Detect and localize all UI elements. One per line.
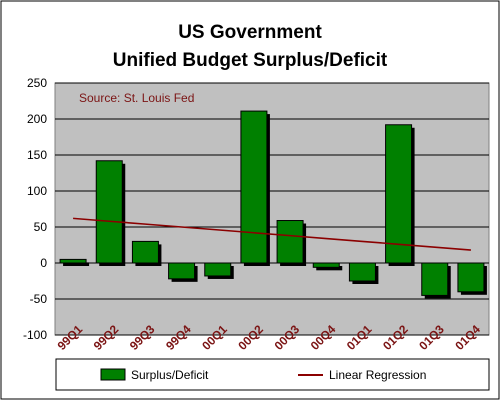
y-tick-label-4: 50	[34, 220, 48, 234]
chart-title-line-1: US Government	[178, 22, 322, 43]
y-tick-label-6: -50	[30, 292, 48, 306]
y-tick-label-7: -100	[23, 328, 47, 342]
bar-99Q2	[95, 160, 123, 264]
regression-line-group	[73, 217, 471, 251]
y-tick-label-3: 100	[27, 184, 47, 198]
y-tick-labels: 250 200 150 100 50 0 -50 -100	[23, 76, 47, 342]
bar-99Q3	[131, 240, 159, 264]
bar-01Q1	[348, 262, 376, 282]
y-tick-label-1: 200	[27, 112, 47, 126]
bar-00Q1	[204, 262, 232, 277]
y-tick-label-2: 150	[27, 148, 47, 162]
gridlines	[55, 82, 489, 336]
bar-01Q3	[421, 262, 449, 296]
y-tick-label-0: 250	[27, 76, 47, 90]
bars	[59, 110, 487, 299]
bar-00Q4	[312, 262, 340, 268]
bar-01Q2	[385, 124, 413, 264]
bar-shadow-00Q4	[316, 266, 343, 271]
chart-title-line-2: Unified Budget Surplus/Deficit	[113, 50, 388, 71]
legend-surplus-label: Surplus/Deficit	[131, 368, 209, 382]
legend-box	[55, 358, 490, 391]
plot-area	[54, 82, 490, 336]
legend-surplus-swatch	[100, 368, 126, 381]
source-annotation: Source: St. Louis Fed	[79, 91, 194, 105]
bar-99Q4	[168, 262, 196, 280]
bar-01Q4	[457, 262, 485, 293]
bar-shadow-99Q1	[63, 262, 90, 266]
bar-00Q2	[240, 110, 268, 264]
y-tick-label-5: 0	[40, 256, 47, 270]
bar-00Q3	[276, 220, 304, 264]
legend-regression-label: Linear Regression	[329, 368, 426, 382]
bar-99Q1	[59, 258, 87, 264]
regression-line	[73, 217, 471, 251]
